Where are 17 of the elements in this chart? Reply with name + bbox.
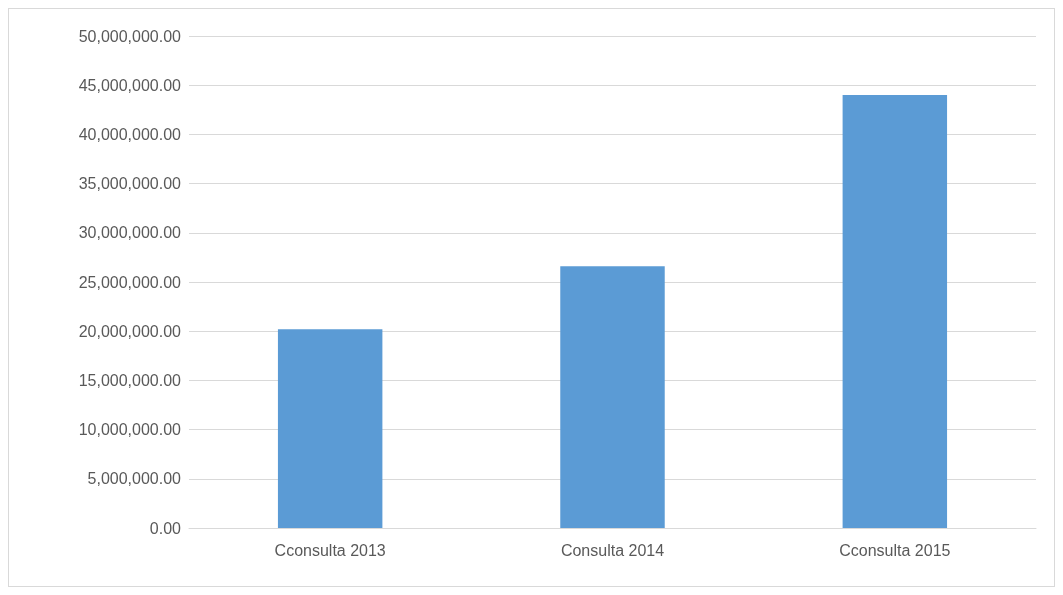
- y-tick-label: 20,000,000.00: [78, 322, 182, 340]
- y-tick-label: 40,000,000.00: [78, 125, 182, 143]
- x-tick-label: Cconsulta 2015: [839, 541, 951, 559]
- bar: [277, 329, 383, 528]
- y-tick-label: 45,000,000.00: [78, 76, 182, 94]
- y-tick-label: 50,000,000.00: [78, 27, 182, 45]
- y-tick-label: 30,000,000.00: [78, 224, 182, 242]
- x-tick-label: Cconsulta 2013: [274, 541, 386, 559]
- x-tick-label: Consulta 2014: [560, 541, 665, 559]
- y-tick-label: 0.00: [149, 519, 182, 537]
- y-tick-label: 15,000,000.00: [78, 371, 182, 389]
- y-tick-label: 5,000,000.00: [87, 470, 182, 488]
- y-tick-label: 35,000,000.00: [78, 175, 182, 193]
- y-tick-label: 25,000,000.00: [78, 273, 182, 291]
- bar: [560, 266, 665, 528]
- y-tick-label: 10,000,000.00: [78, 421, 182, 439]
- bar: [842, 95, 948, 528]
